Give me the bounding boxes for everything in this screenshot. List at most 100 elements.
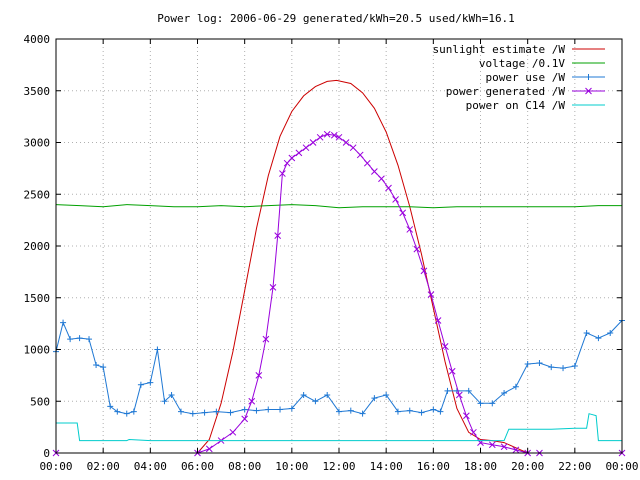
data-point bbox=[501, 389, 508, 396]
data-point bbox=[100, 364, 107, 371]
data-point bbox=[394, 408, 401, 415]
data-point bbox=[448, 367, 456, 375]
data-point bbox=[309, 139, 317, 146]
data-point bbox=[241, 415, 249, 423]
data-point bbox=[161, 398, 168, 405]
data-point bbox=[392, 196, 399, 203]
data-point bbox=[279, 170, 286, 177]
data-point bbox=[595, 335, 602, 342]
x-tick-label: 12:00 bbox=[322, 460, 355, 473]
legend-label: sunlight estimate /W bbox=[433, 43, 566, 56]
y-tick-label: 1000 bbox=[24, 344, 51, 357]
data-point bbox=[201, 409, 208, 416]
x-tick-label: 14:00 bbox=[370, 460, 403, 473]
y-tick-label: 2000 bbox=[24, 240, 51, 253]
y-tick-label: 500 bbox=[30, 395, 50, 408]
data-point bbox=[560, 365, 567, 372]
data-point bbox=[444, 387, 451, 394]
legend-label: power use /W bbox=[486, 71, 566, 84]
data-point bbox=[67, 336, 74, 343]
data-point bbox=[114, 408, 121, 415]
data-point bbox=[462, 412, 470, 420]
x-tick-label: 18:00 bbox=[464, 460, 497, 473]
data-point bbox=[399, 209, 407, 217]
x-tick-label: 02:00 bbox=[87, 460, 120, 473]
data-point bbox=[583, 329, 590, 336]
x-tick-label: 00:00 bbox=[605, 460, 638, 473]
data-point bbox=[383, 392, 390, 399]
data-point bbox=[430, 406, 437, 413]
data-point bbox=[295, 149, 303, 157]
data-point bbox=[323, 130, 331, 138]
y-tick-label: 4000 bbox=[24, 33, 51, 46]
data-point bbox=[371, 168, 378, 175]
data-point bbox=[512, 383, 519, 390]
data-point bbox=[269, 284, 277, 291]
y-tick-label: 3500 bbox=[24, 85, 51, 98]
data-point bbox=[253, 407, 260, 414]
data-point bbox=[248, 397, 256, 405]
legend-marker bbox=[585, 74, 592, 80]
data-point bbox=[406, 226, 414, 233]
x-tick-label: 22:00 bbox=[558, 460, 591, 473]
data-point bbox=[342, 139, 350, 146]
data-point bbox=[227, 409, 234, 416]
data-point bbox=[154, 346, 161, 353]
x-tick-label: 20:00 bbox=[511, 460, 544, 473]
data-point bbox=[93, 362, 100, 369]
data-point bbox=[524, 360, 531, 367]
data-point bbox=[255, 372, 263, 379]
series-sunlight-estimate-w bbox=[197, 79, 528, 454]
data-point bbox=[137, 381, 144, 388]
data-point bbox=[536, 359, 543, 366]
x-tick-label: 00:00 bbox=[39, 460, 72, 473]
data-point bbox=[378, 175, 385, 183]
data-point bbox=[147, 379, 154, 386]
data-point bbox=[489, 400, 496, 407]
data-point bbox=[385, 184, 392, 192]
data-point bbox=[349, 144, 357, 152]
data-point bbox=[277, 406, 284, 413]
series-line bbox=[56, 413, 622, 442]
data-point bbox=[262, 335, 270, 343]
data-point bbox=[500, 443, 508, 451]
x-tick-label: 16:00 bbox=[417, 460, 450, 473]
data-point bbox=[130, 408, 137, 415]
data-point bbox=[288, 405, 295, 412]
legend-marker bbox=[585, 87, 592, 95]
y-tick-label: 2500 bbox=[24, 188, 51, 201]
data-point bbox=[205, 445, 213, 453]
x-tick-label: 06:00 bbox=[181, 460, 214, 473]
data-point bbox=[86, 336, 93, 343]
data-point bbox=[363, 159, 371, 167]
data-point bbox=[177, 408, 184, 415]
data-point bbox=[76, 335, 83, 342]
data-point bbox=[288, 154, 296, 162]
data-point bbox=[265, 406, 272, 413]
data-point bbox=[324, 392, 331, 399]
data-point bbox=[274, 232, 282, 240]
x-tick-label: 04:00 bbox=[134, 460, 167, 473]
data-point bbox=[420, 267, 428, 275]
series-line bbox=[55, 204, 622, 209]
data-point bbox=[434, 317, 442, 324]
legend-label: voltage /0.1V bbox=[479, 57, 565, 70]
y-tick-label: 0 bbox=[43, 447, 50, 460]
data-point bbox=[302, 144, 310, 152]
data-point bbox=[512, 446, 520, 454]
y-tick-label: 3000 bbox=[24, 137, 51, 150]
data-point bbox=[123, 410, 130, 417]
data-point bbox=[229, 428, 237, 436]
x-tick-label: 10:00 bbox=[275, 460, 308, 473]
axis-ticks: 00:00 02:00 04:00 06:00 08:00 10:00 12:00 14:00… bbox=[24, 33, 639, 473]
data-point bbox=[241, 406, 248, 413]
data-point bbox=[359, 410, 366, 417]
legend-label: power generated /W bbox=[446, 85, 566, 98]
legend-label: power on C14 /W bbox=[466, 99, 566, 112]
data-point bbox=[107, 403, 114, 410]
data-point bbox=[312, 398, 319, 405]
y-tick-label: 1500 bbox=[24, 292, 51, 305]
data-point bbox=[60, 319, 67, 326]
